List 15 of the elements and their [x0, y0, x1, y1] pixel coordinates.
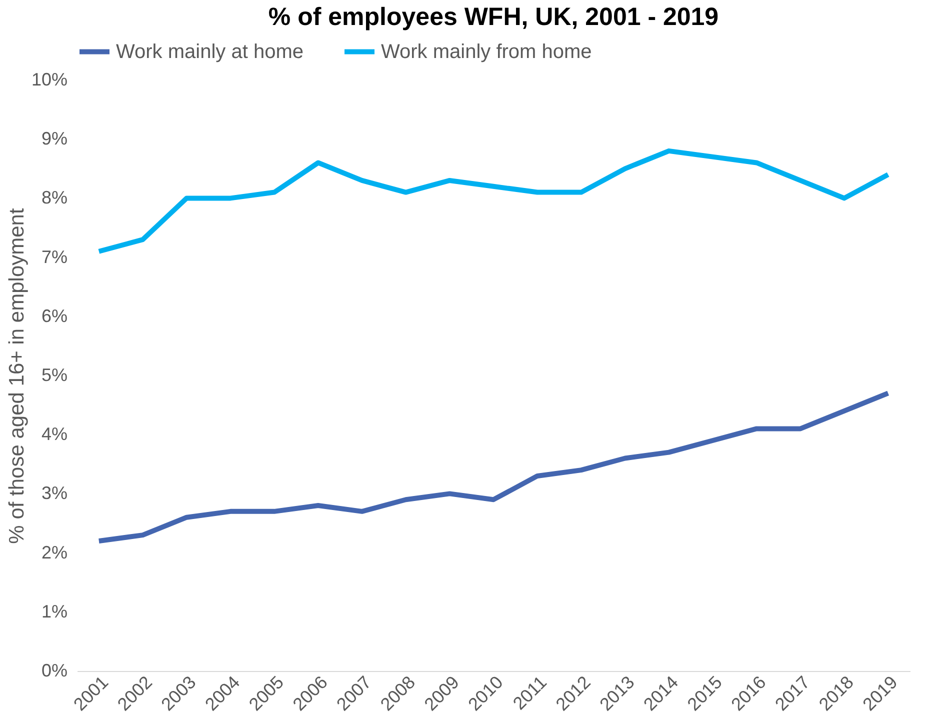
y-tick-label: 4%: [41, 424, 68, 444]
y-tick-label: 7%: [41, 246, 68, 267]
y-tick-label: 1%: [41, 601, 68, 622]
y-tick-label: 3%: [41, 483, 68, 504]
y-tick-label: 6%: [41, 306, 68, 326]
y-tick-label: 9%: [41, 128, 68, 149]
y-tick-label: 8%: [41, 188, 68, 208]
y-axis-title: % of those aged 16+ in employment: [5, 208, 28, 544]
y-tick-label: 0%: [41, 660, 68, 680]
y-tick-label: 10%: [31, 70, 68, 90]
legend-label: Work mainly from home: [381, 40, 592, 63]
y-tick-label: 5%: [41, 365, 68, 385]
legend-label: Work mainly at home: [116, 40, 304, 63]
y-tick-label: 2%: [41, 542, 68, 562]
chart-title: % of employees WFH, UK, 2001 - 2019: [268, 3, 719, 31]
